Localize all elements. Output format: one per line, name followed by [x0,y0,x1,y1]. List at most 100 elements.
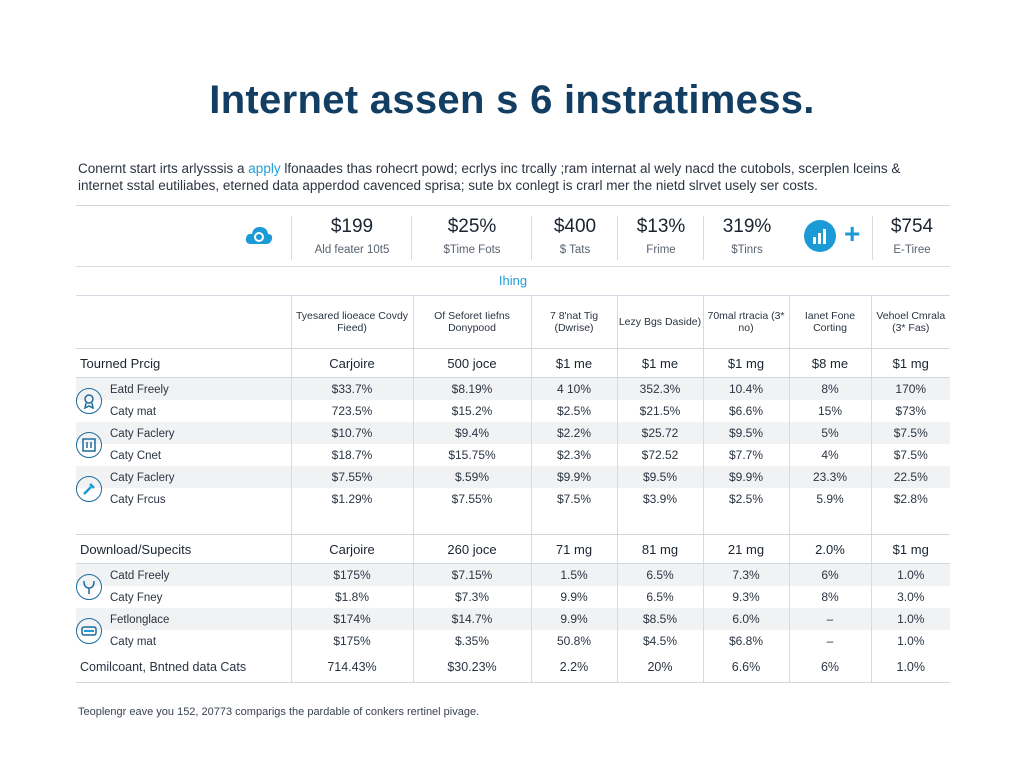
row-label: Caty Faclery [110,428,175,440]
summary-cell: $25% $Time Fots [411,216,532,260]
row-label: Caty mat [110,636,157,648]
page-title: Internet assen s 6 instratimess. [209,78,815,122]
table-cell: $9.9% [530,466,617,488]
table-cell: 6.5% [616,586,703,608]
table-cell: 1.0% [870,563,950,586]
table-cell: $7.5% [870,444,950,466]
total-cell: 1.0% [870,652,950,683]
row-label: Eatd Freely [110,384,169,396]
summary-cell: $754 E-Tiree [872,216,951,260]
table-row: Caty Frcus $1.29% $7.55% $7.5% $3.9% $2.5% 5.9… [76,488,950,510]
table-cell: $6.6% [702,400,789,422]
section-cell: Carjoire [290,534,413,564]
table-cell: 6.5% [616,563,703,586]
table-cell: $15.75% [412,444,531,466]
table-cell: – [788,608,871,630]
summary-cell: $13% Frime [617,216,704,260]
wrench-icon [76,476,102,502]
table-cell: $7.3% [412,586,531,608]
table-cell: 8% [788,586,871,608]
table-cell: $.59% [412,466,531,488]
table-subtitle: Ihing [76,266,950,296]
table-cell: $7.7% [702,444,789,466]
section-cell: $8 me [788,348,871,378]
pricing-table: Tyesared lioeace Covdy Fieed) Of Seforet … [76,295,950,683]
summary-label: Ald feater 10t5 [314,244,390,256]
row-label: Caty Fney [110,592,163,604]
table-cell: 1.5% [530,563,617,586]
table-header-row: Tyesared lioeace Covdy Fieed) Of Seforet … [76,295,950,349]
intro-paragraph: Conernt start irts arlysssis a apply lfo… [78,160,958,194]
table-cell: $2.5% [530,400,617,422]
table-cell: 15% [788,400,871,422]
row-label-cell: Eatd Freely [76,377,291,400]
row-label-cell: Caty mat [76,400,291,422]
section-cell: 21 mg [702,534,789,564]
table-cell: 7.3% [702,563,789,586]
section-cell: 2.0% [788,534,871,564]
intro-accent-link[interactable]: apply [248,161,281,176]
table-cell: 1.0% [870,630,950,652]
bar-chart-icon [804,220,836,252]
row-label: Caty Faclery [110,472,175,484]
section-row: Tourned Prcig Carjoire 500 joce $1 me $1 me $… [76,348,950,378]
row-label-cell: Caty Frcus [76,488,291,510]
summary-label: Frime [646,244,676,256]
table-cell: 6% [788,563,871,586]
table-row: Caty Fney $1.8% $7.3% 9.9% 6.5% 9.3% 8% 3.0% [76,586,950,608]
summary-value: 319% [722,216,772,237]
total-label: Comilcoant, Bntned data Cats [76,652,291,683]
column-header: Vehoel Cmrala (3* Fas) [870,295,950,349]
summary-value: $25% [447,216,497,237]
table-cell: 3.0% [870,586,950,608]
table-cell: $175% [290,563,413,586]
table-cell: $2.8% [870,488,950,510]
table-cell: $72.52 [616,444,703,466]
table-cell: 5% [788,422,871,444]
footnote: Teoplengr eave you 152, 20773 comparigs … [78,706,480,718]
row-label-cell: Caty Cnet [76,444,291,466]
total-cell: 20% [616,652,703,683]
section-title: Download/Supecits [76,534,291,564]
summary-cell: 319% $Tinrs [703,216,790,260]
total-cell: 714.43% [290,652,413,683]
medal-icon [76,388,102,414]
table-cell: 6.0% [702,608,789,630]
table-cell: 723.5% [290,400,413,422]
row-label-cell: Fetlonglace [76,608,291,630]
spacer-cell [702,510,789,535]
table-cell: 9.9% [530,586,617,608]
table-cell: $7.5% [530,488,617,510]
section-cell: Carjoire [290,348,413,378]
table-cell: 170% [870,377,950,400]
intro-text: Conernt start irts arlysssis a [78,161,249,176]
table-cell: 1.0% [870,608,950,630]
column-header: 7 8'nat Tig (Dwrise) [530,295,617,349]
summary-label: $ Tats [559,244,591,256]
table-cell: 9.3% [702,586,789,608]
total-cell: $30.23% [412,652,531,683]
table-cell: $9.9% [702,466,789,488]
row-label-cell: Catd Freely [76,563,291,586]
summary-cell: $400 $ Tats [531,216,618,260]
section-cell: $1 mg [870,534,950,564]
plus-icon: + [844,218,861,249]
table-row: Caty mat $175% $.35% 50.8% $4.5% $6.8% –1.0% [76,630,950,652]
table-cell: $7.55% [412,488,531,510]
spacer-cell [530,510,617,535]
table-row: Eatd Freely $33.7% $8.19% 4 10% 352.3% 10.4% 8… [76,377,950,400]
table-cell: $73% [870,400,950,422]
row-label: Caty mat [110,406,157,418]
table-cell: $18.7% [290,444,413,466]
table-cell: 50.8% [530,630,617,652]
section-cell: 81 mg [616,534,703,564]
table-cell: 9.9% [530,608,617,630]
spacer-cell [788,510,871,535]
table-cell: $10.7% [290,422,413,444]
table-cell: $7.55% [290,466,413,488]
table-row: Caty Faclery $10.7% $9.4% $2.2% $25.72 $9.5% 5… [76,422,950,444]
table-cell: $8.19% [412,377,531,400]
row-label-cell: Caty Fney [76,586,291,608]
table-cell: $9.5% [616,466,703,488]
card-icon [76,618,102,644]
